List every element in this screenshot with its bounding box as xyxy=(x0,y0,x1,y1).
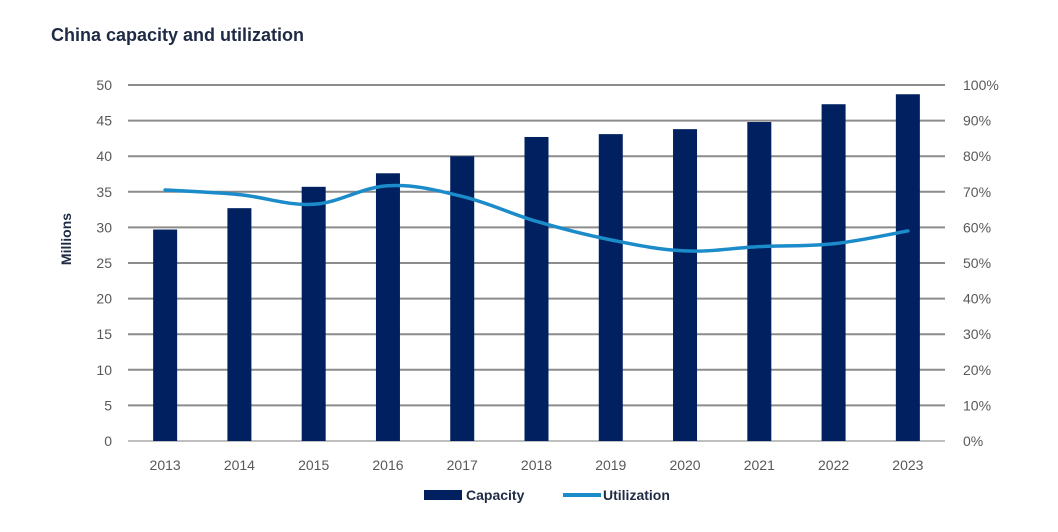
right-axis-ticks: 0% 10% 20% 30% 40% 50% 60% 70% 80% 90% 100% xyxy=(963,77,999,449)
capacity-bar xyxy=(747,122,772,442)
legend: Capacity Utilization xyxy=(424,487,670,503)
y2-tick-label: 20% xyxy=(963,362,991,378)
capacity-bar xyxy=(450,156,475,441)
capacity-bar xyxy=(227,208,252,441)
legend-capacity-label: Capacity xyxy=(466,487,525,503)
x-tick-label: 2018 xyxy=(521,457,552,473)
y2-tick-label: 0% xyxy=(963,433,983,449)
y2-tick-label: 60% xyxy=(963,219,991,235)
y2-tick-label: 100% xyxy=(963,77,999,93)
x-tick-label: 2019 xyxy=(595,457,626,473)
x-tick-label: 2021 xyxy=(744,457,775,473)
x-tick-label: 2023 xyxy=(892,457,923,473)
y2-tick-label: 10% xyxy=(963,397,991,413)
x-tick-label: 2022 xyxy=(818,457,849,473)
y2-tick-label: 30% xyxy=(963,326,991,342)
y2-tick-label: 90% xyxy=(963,113,991,129)
capacity-bar xyxy=(821,104,846,441)
left-axis-ticks: 0 5 10 15 20 25 30 35 40 45 50 xyxy=(96,77,112,449)
y-tick-label: 15 xyxy=(96,326,112,342)
y-tick-label: 45 xyxy=(96,113,112,129)
capacity-bars xyxy=(153,94,920,442)
x-tick-label: 2020 xyxy=(669,457,700,473)
y2-tick-label: 40% xyxy=(963,291,991,307)
x-tick-label: 2017 xyxy=(447,457,478,473)
y-tick-label: 35 xyxy=(96,184,112,200)
y-tick-label: 40 xyxy=(96,148,112,164)
capacity-bar xyxy=(895,94,920,442)
x-axis-ticks: 2013 2014 2015 2016 2017 2018 2019 2020 2021 2022… xyxy=(150,457,924,473)
capacity-bar xyxy=(375,173,400,441)
legend-capacity-swatch xyxy=(424,490,462,500)
capacity-bar xyxy=(524,136,549,441)
x-tick-label: 2013 xyxy=(150,457,181,473)
y-axis-title: Millions xyxy=(58,213,74,265)
y-tick-label: 30 xyxy=(96,219,112,235)
capacity-bar xyxy=(673,129,698,442)
y2-tick-label: 50% xyxy=(963,255,991,271)
utilization-line-group xyxy=(163,183,910,253)
y-tick-label: 25 xyxy=(96,255,112,271)
x-tick-label: 2015 xyxy=(298,457,329,473)
capacity-bar xyxy=(598,134,623,442)
legend-utilization-label: Utilization xyxy=(603,487,670,503)
y-tick-label: 50 xyxy=(96,77,112,93)
chart-title: China capacity and utilization xyxy=(51,25,304,45)
y-tick-label: 0 xyxy=(104,433,112,449)
y-tick-label: 10 xyxy=(96,362,112,378)
y2-tick-label: 80% xyxy=(963,148,991,164)
y-tick-label: 20 xyxy=(96,291,112,307)
y2-tick-label: 70% xyxy=(963,184,991,200)
capacity-bar xyxy=(301,186,326,441)
x-tick-label: 2014 xyxy=(224,457,255,473)
capacity-bar xyxy=(153,229,178,441)
x-tick-label: 2016 xyxy=(372,457,403,473)
y-tick-label: 5 xyxy=(104,397,112,413)
